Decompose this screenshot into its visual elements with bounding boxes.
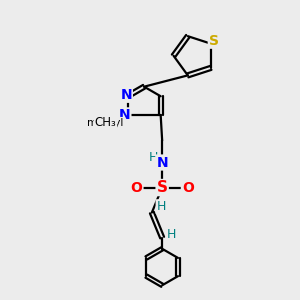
Text: H: H	[149, 151, 159, 164]
Text: N: N	[120, 88, 132, 102]
Text: O: O	[130, 181, 142, 194]
Text: N: N	[119, 108, 130, 122]
Text: S: S	[209, 34, 219, 48]
Text: O: O	[182, 181, 194, 194]
Text: methyl: methyl	[87, 118, 124, 128]
Text: H: H	[167, 228, 176, 241]
Text: N: N	[156, 155, 168, 170]
Text: S: S	[157, 180, 168, 195]
Text: CH₃: CH₃	[94, 116, 116, 129]
Text: H: H	[157, 200, 166, 213]
